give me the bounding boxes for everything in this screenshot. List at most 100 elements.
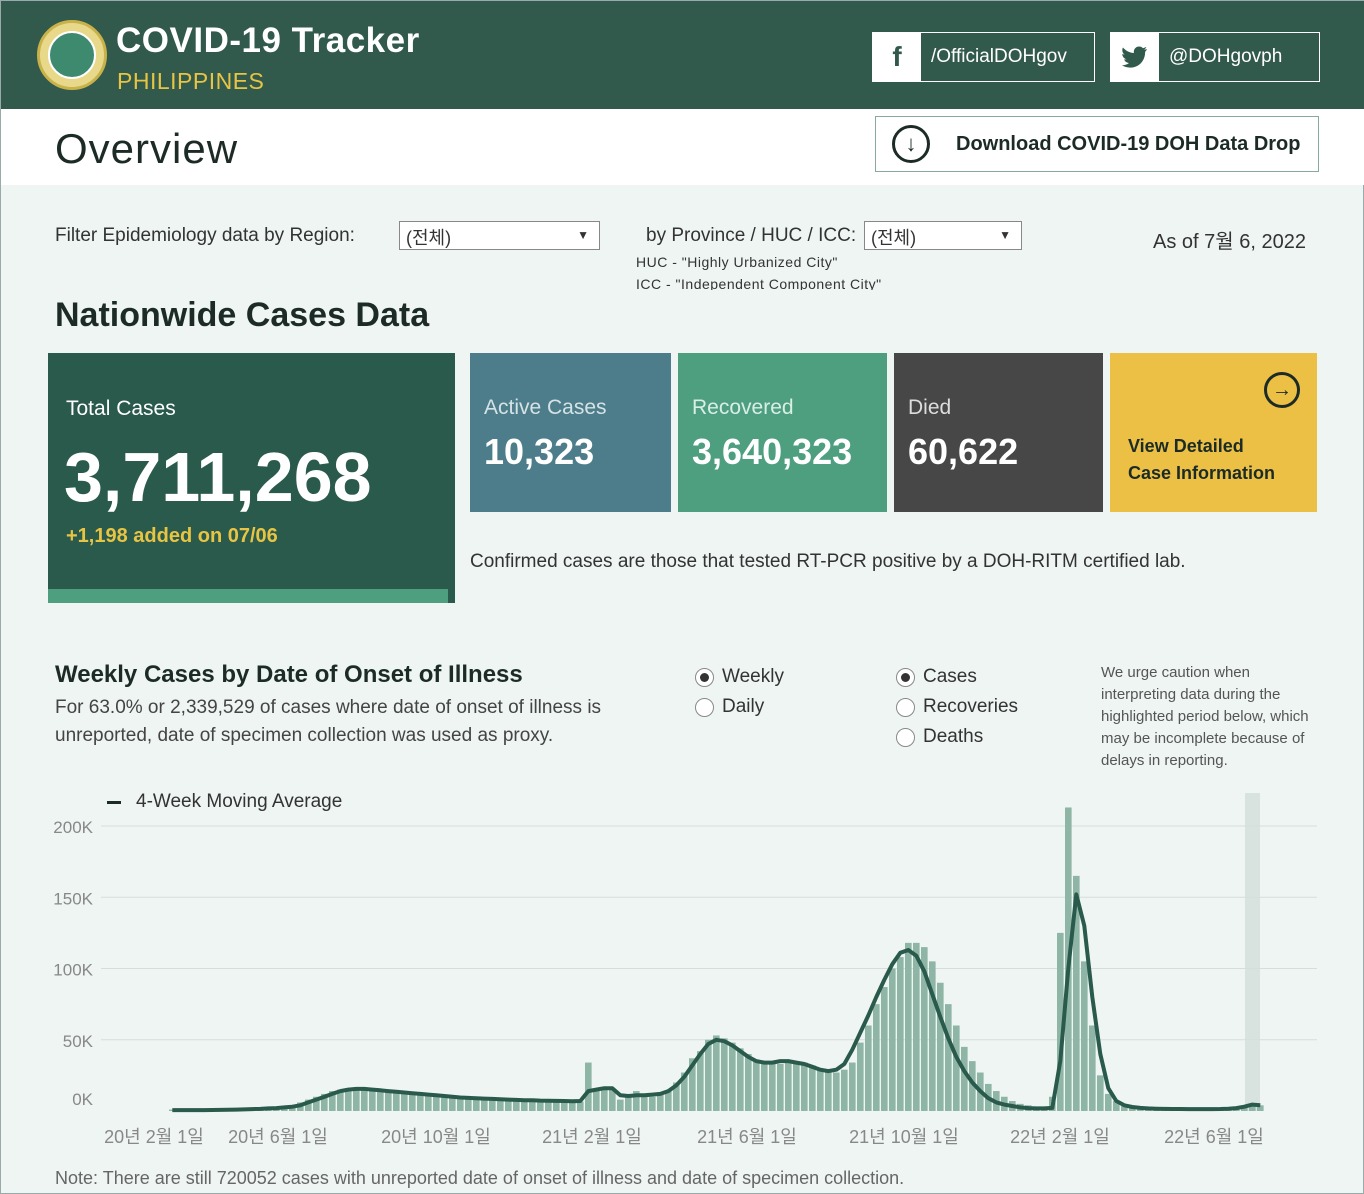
- case-bar: [497, 1100, 504, 1111]
- radio-weekly[interactable]: Weekly: [695, 666, 784, 688]
- y-tick-label: 100K: [53, 961, 93, 980]
- case-bar: [569, 1101, 576, 1111]
- weekly-chart-title: Weekly Cases by Date of Onset of Illness: [55, 661, 523, 688]
- case-bar: [305, 1099, 312, 1111]
- region-filter-label: Filter Epidemiology data by Region:: [55, 225, 355, 246]
- facebook-handle: /OfficialDOHgov: [931, 46, 1067, 67]
- case-bar: [321, 1093, 328, 1111]
- x-tick-label: 21년 2월 1일: [542, 1127, 642, 1147]
- case-bar: [577, 1101, 584, 1111]
- case-bar: [713, 1035, 720, 1111]
- case-bar: [625, 1096, 632, 1111]
- died-value: 60,622: [908, 431, 1019, 472]
- twitter-link[interactable]: @DOHgovph: [1110, 32, 1320, 82]
- case-bar: [433, 1096, 440, 1111]
- detail-line-1: View Detailed: [1128, 436, 1244, 456]
- case-bar: [785, 1062, 792, 1111]
- case-bar: [849, 1062, 856, 1111]
- weekly-chart-subtitle: For 63.0% or 2,339,529 of cases where da…: [55, 697, 602, 746]
- case-bar: [929, 961, 936, 1111]
- top-header: COVID-19 Tracker PHILIPPINES f /Official…: [1, 1, 1364, 109]
- radio-cases-label: Cases: [923, 666, 977, 687]
- case-bar: [857, 1042, 864, 1111]
- radio-recoveries-label: Recoveries: [923, 696, 1019, 717]
- case-bar: [361, 1090, 368, 1111]
- chart-legend: 4-Week Moving Average: [107, 791, 342, 813]
- case-bar: [945, 1004, 952, 1111]
- x-tick-label: 22년 6월 1일: [1164, 1127, 1264, 1147]
- icc-note: ICC - "Independent Component City": [636, 276, 882, 290]
- region-select-value: (전체): [406, 228, 452, 248]
- case-bar: [921, 947, 928, 1111]
- active-cases-card: Active Cases 10,323: [470, 353, 671, 512]
- case-bar: [537, 1101, 544, 1111]
- download-data-drop-button[interactable]: ↓ Download COVID-19 DOH Data Drop: [875, 116, 1319, 172]
- chart-footnote: Note: There are still 720052 cases with …: [55, 1168, 905, 1188]
- case-bar: [353, 1089, 360, 1111]
- case-bar: [393, 1092, 400, 1111]
- case-bar: [833, 1072, 840, 1111]
- app-subtitle: PHILIPPINES: [117, 68, 265, 94]
- case-bar: [825, 1072, 832, 1111]
- case-bar: [865, 1025, 872, 1111]
- case-bar: [1241, 1106, 1248, 1111]
- case-bar: [585, 1062, 592, 1111]
- case-bar: [377, 1091, 384, 1111]
- province-filter-label: by Province / HUC / ICC:: [646, 225, 857, 246]
- radio-deaths[interactable]: Deaths: [896, 726, 983, 748]
- facebook-link[interactable]: f /OfficialDOHgov: [872, 32, 1095, 82]
- total-card-strip: [48, 589, 448, 603]
- caution-note: We urge caution when interpreting data d…: [1101, 664, 1309, 769]
- case-bar: [889, 968, 896, 1111]
- case-bar: [529, 1101, 536, 1111]
- page-title: Overview: [55, 125, 239, 172]
- case-bar: [961, 1046, 968, 1111]
- x-tick-label: 22년 2월 1일: [1010, 1127, 1110, 1147]
- case-bar: [1113, 1101, 1120, 1111]
- arrow-right-icon: →: [1264, 372, 1300, 408]
- case-bar: [465, 1098, 472, 1111]
- view-detailed-case-info-button[interactable]: → View Detailed Case Information: [1110, 353, 1317, 512]
- case-bar: [329, 1091, 336, 1111]
- radio-daily[interactable]: Daily: [695, 696, 764, 718]
- x-tick-label: 20년 6월 1일: [228, 1127, 328, 1147]
- died-card: Died 60,622: [894, 353, 1103, 512]
- app-title: COVID-19 Tracker: [116, 21, 420, 60]
- case-bar: [841, 1069, 848, 1111]
- case-bar: [609, 1089, 616, 1111]
- case-bar: [689, 1058, 696, 1111]
- case-bar: [897, 957, 904, 1111]
- radio-selected-dot: [901, 672, 910, 682]
- radio-cases[interactable]: Cases: [896, 666, 977, 688]
- radio-recoveries[interactable]: Recoveries: [896, 696, 1018, 718]
- case-bar: [705, 1039, 712, 1111]
- case-bar: [513, 1101, 520, 1111]
- cases-added-note: +1,198 added on 07/06: [66, 525, 278, 547]
- case-bar: [673, 1082, 680, 1111]
- twitter-handle: @DOHgovph: [1169, 46, 1283, 67]
- case-bar: [665, 1091, 672, 1111]
- case-bar: [473, 1099, 480, 1111]
- case-bar: [953, 1025, 960, 1111]
- dropdown-arrow-icon: ▼: [577, 228, 589, 242]
- case-bar: [369, 1091, 376, 1111]
- died-label: Died: [908, 396, 952, 419]
- legend-line-swatch: [107, 800, 121, 804]
- radio-daily-label: Daily: [722, 696, 765, 717]
- recovered-card: Recovered 3,640,323: [678, 353, 887, 512]
- facebook-icon: f: [873, 33, 921, 81]
- case-bar: [1089, 1025, 1096, 1111]
- total-cases-label: Total Cases: [66, 397, 176, 420]
- radio-weekly-label: Weekly: [722, 666, 784, 687]
- case-bar: [649, 1096, 656, 1111]
- x-tick-label: 20년 2월 1일: [104, 1127, 204, 1147]
- case-bar: [1249, 1103, 1256, 1111]
- case-bar: [1257, 1105, 1264, 1111]
- region-select[interactable]: (전체) ▼: [399, 221, 600, 250]
- total-cases-value: 3,711,268: [64, 438, 372, 516]
- twitter-icon: [1111, 33, 1159, 81]
- x-tick-label: 20년 10월 1일: [381, 1127, 491, 1147]
- province-select[interactable]: (전체) ▼: [864, 221, 1022, 250]
- case-bar: [817, 1069, 824, 1111]
- case-bar: [449, 1097, 456, 1111]
